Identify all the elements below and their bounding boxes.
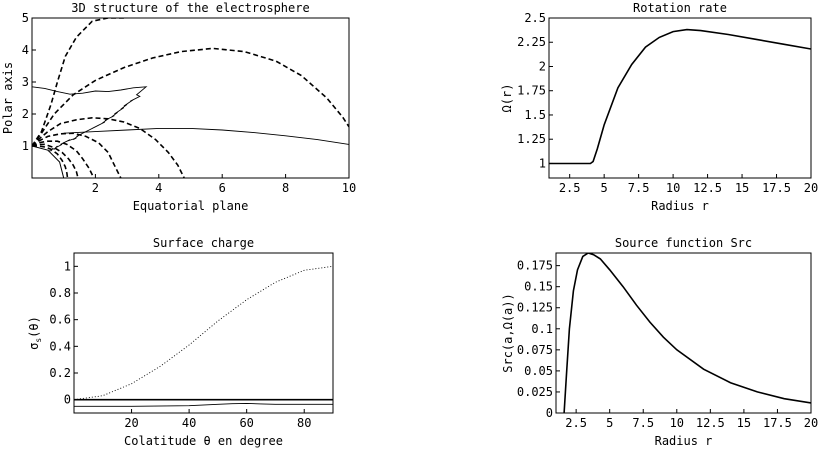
x-axis-label: Radius r — [651, 199, 709, 213]
data-layer — [549, 28, 811, 165]
data-layer — [32, 18, 349, 178]
x-tick-label: 17.5 — [762, 181, 791, 195]
x-tick-label: 7.5 — [632, 416, 654, 430]
field-line-dashed — [32, 116, 185, 178]
x-tick-label: 2.5 — [565, 416, 587, 430]
x-tick-label: 20 — [124, 416, 138, 430]
chart-p3: Surface charge Colatitude θ en degree σs(θ… — [27, 236, 334, 448]
data-layer — [563, 253, 811, 413]
y-tick-label: 0.125 — [517, 301, 553, 315]
series-line — [563, 253, 811, 413]
y-tick-label: 0.15 — [524, 280, 553, 294]
y-tick-label: 0.175 — [517, 259, 553, 273]
series-line — [549, 28, 811, 165]
x-tick-label: 8 — [282, 181, 289, 195]
x-tick-label: 4 — [155, 181, 162, 195]
x-tick-label: 15 — [735, 181, 749, 195]
x-tick-label: 40 — [182, 416, 196, 430]
plot-frame — [73, 252, 334, 414]
field-line-dashed — [32, 145, 69, 178]
y-tick-label: 2.5 — [524, 11, 546, 25]
data-layer — [74, 265, 333, 407]
star-outline — [32, 145, 65, 178]
field-line-dashed — [32, 140, 95, 178]
y-tick-label: 1.5 — [524, 108, 546, 122]
y-axis-label: σs(θ) — [27, 316, 43, 350]
chart-title: 3D structure of the electrosphere — [71, 1, 309, 15]
y-tick-label: 1 — [64, 259, 71, 273]
y-tick-label: 0 — [546, 406, 553, 420]
field-line-dashed — [32, 18, 124, 147]
x-tick-label: 80 — [297, 416, 311, 430]
y-tick-label: 3 — [22, 75, 29, 89]
y-tick-label: 5 — [22, 11, 29, 25]
y-axis-label-sub: s — [34, 338, 43, 343]
chart-title: Rotation rate — [633, 1, 727, 15]
x-tick-label: 10 — [670, 416, 684, 430]
y-axis-label: Src(a,Ω(a)) — [501, 293, 515, 372]
y-tick-label: 1 — [22, 139, 29, 153]
x-tick-label: 6 — [219, 181, 226, 195]
y-tick-label: 2 — [539, 59, 546, 73]
particle-trajectory-line — [32, 86, 148, 152]
y-tick-label: 0.8 — [49, 286, 71, 300]
y-tick-label: 2.25 — [517, 35, 546, 49]
chart-title: Surface charge — [153, 236, 254, 250]
plot-frame — [548, 17, 812, 179]
x-tick-label: 2 — [92, 181, 99, 195]
x-tick-label: 10 — [342, 181, 356, 195]
field-line-dashed — [32, 47, 349, 147]
y-axis-label-tail: (θ) — [27, 316, 41, 338]
particle-trajectory-line — [63, 127, 349, 145]
series-line — [74, 402, 333, 407]
series-line — [74, 265, 333, 401]
y-tick-label: 1.25 — [517, 132, 546, 146]
y-tick-label: 2 — [22, 107, 29, 121]
x-tick-label: 12.5 — [696, 416, 725, 430]
y-tick-label: 1 — [539, 156, 546, 170]
y-axis-label: Ω(r) — [500, 84, 514, 113]
y-axis-label-main: σ — [27, 343, 41, 350]
plot-frame — [31, 17, 350, 179]
y-tick-label: 4 — [22, 43, 29, 57]
y-tick-label: 0.6 — [49, 313, 71, 327]
field-line-dashed — [32, 143, 79, 178]
y-tick-label: 0.1 — [531, 322, 553, 336]
chart-p4: Source function Src Radius r Src(a,Ω(a)) 2.… — [501, 236, 818, 448]
y-tick-label: 0.05 — [524, 364, 553, 378]
y-tick-label: 0 — [64, 393, 71, 407]
x-tick-label: 60 — [239, 416, 253, 430]
x-tick-label: 17.5 — [763, 416, 792, 430]
x-tick-label: 12.5 — [693, 181, 722, 195]
x-tick-label: 7.5 — [628, 181, 650, 195]
chart-p1: 3D structure of the electrosphere Equator… — [1, 1, 356, 213]
x-tick-label: 15 — [737, 416, 751, 430]
x-axis-label: Equatorial plane — [133, 199, 249, 213]
plot-frame — [555, 252, 812, 414]
x-tick-label: 2.5 — [559, 181, 581, 195]
y-tick-label: 0.075 — [517, 343, 553, 357]
chart-title: Source function Src — [615, 236, 752, 250]
y-tick-label: 0.2 — [49, 366, 71, 380]
x-tick-label: 20 — [804, 416, 818, 430]
x-axis-label: Radius r — [655, 434, 713, 448]
y-tick-label: 0.4 — [49, 339, 71, 353]
y-tick-label: 0.025 — [517, 385, 553, 399]
x-tick-label: 5 — [601, 181, 608, 195]
x-tick-label: 5 — [606, 416, 613, 430]
x-tick-label: 20 — [804, 181, 818, 195]
y-tick-label: 1.75 — [517, 84, 546, 98]
x-axis-label: Colatitude θ en degree — [124, 434, 283, 448]
x-tick-label: 10 — [666, 181, 680, 195]
y-axis-label: Polar axis — [1, 62, 15, 134]
